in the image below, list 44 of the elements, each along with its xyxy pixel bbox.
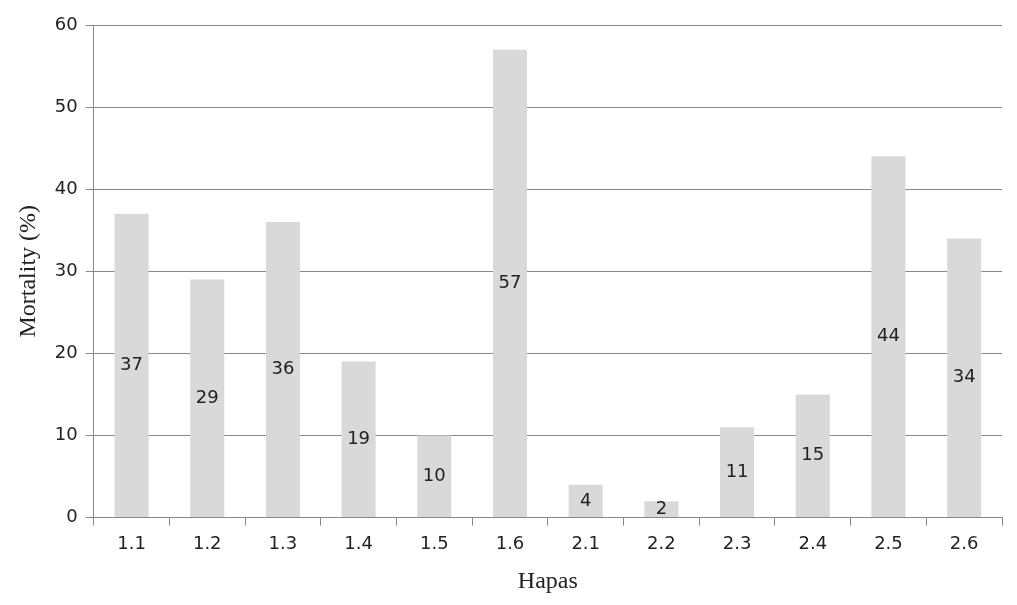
data-label: 15 <box>801 443 825 465</box>
x-tick-label: 1.2 <box>192 532 222 554</box>
x-tick-label: 2.6 <box>949 532 979 554</box>
bar <box>417 435 452 518</box>
bar <box>190 279 225 518</box>
data-label: 19 <box>347 427 371 449</box>
x-tick-label: 1.5 <box>419 532 449 554</box>
bar <box>795 394 830 518</box>
bar <box>947 238 982 518</box>
x-tick-label: 2.1 <box>571 532 601 554</box>
bar <box>871 156 906 518</box>
data-label: 57 <box>498 271 522 293</box>
y-tick-label: 40 <box>54 176 78 198</box>
x-tick-label: 1.3 <box>268 532 298 554</box>
data-label: 11 <box>725 459 749 481</box>
bar <box>265 222 300 518</box>
y-tick-label: 20 <box>54 341 78 363</box>
x-tick-label: 2.3 <box>722 532 752 554</box>
y-tick-label: 60 <box>54 12 78 34</box>
bar <box>492 49 528 518</box>
y-tick-label: 10 <box>54 423 78 445</box>
data-label: 10 <box>422 463 446 485</box>
data-label: 34 <box>952 365 976 387</box>
x-tick-label: 2.4 <box>798 532 828 554</box>
bar <box>720 427 755 518</box>
x-tick-label: 2.5 <box>874 532 903 554</box>
x-tick-label: 1.6 <box>495 532 525 554</box>
x-axis-title: Hapas <box>517 566 578 593</box>
y-tick-label: 30 <box>54 258 78 280</box>
data-label: 4 <box>579 488 592 510</box>
data-label: 2 <box>655 496 668 518</box>
data-label: 37 <box>120 353 143 375</box>
y-axis-title: Mortality (%) <box>13 204 40 338</box>
bar <box>568 484 603 518</box>
y-tick-label: 50 <box>54 94 78 116</box>
x-tick-label: 2.2 <box>647 532 676 554</box>
data-label: 36 <box>271 357 295 379</box>
y-tick-label: 0 <box>66 505 78 527</box>
x-tick-label: 1.1 <box>117 532 146 554</box>
bar <box>341 361 376 518</box>
data-label: 44 <box>877 324 900 346</box>
bar <box>114 213 149 518</box>
x-tick-label: 1.4 <box>344 532 373 554</box>
data-label: 29 <box>195 385 219 407</box>
